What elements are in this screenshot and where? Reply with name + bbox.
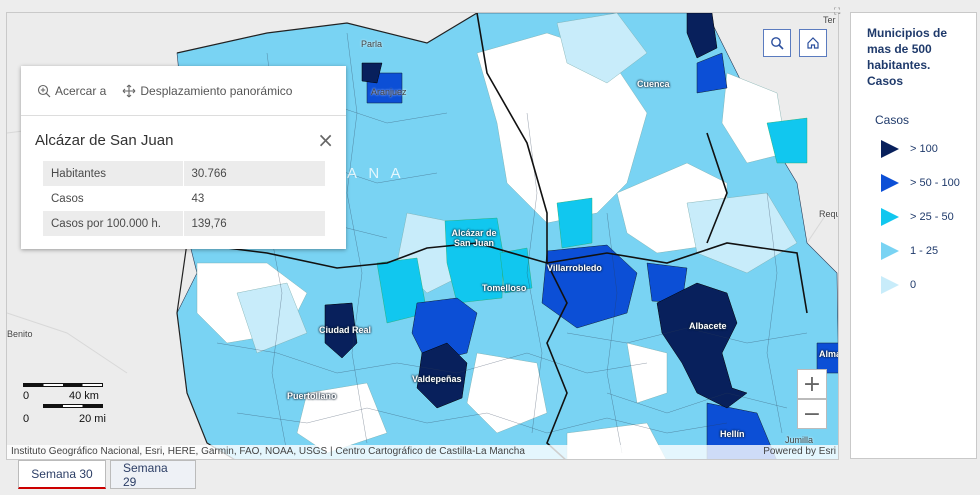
pan-label: Desplazamiento panorámico [140, 83, 293, 98]
place-label-requ: Requ [819, 209, 839, 219]
expand-icon[interactable]: ⛶ [834, 6, 841, 16]
place-label-benito: Benito [7, 329, 33, 339]
place-label-ter: Ter [823, 15, 836, 25]
place-label-hellin: Hellín [720, 429, 745, 439]
place-label-villarrobledo: Villarrobledo [547, 263, 602, 273]
table-row: Casos 43 [43, 186, 325, 211]
zoom-in-icon [37, 84, 51, 97]
legend-item: > 100 [879, 138, 938, 160]
popup-attribute-table: Habitantes 30.766 Casos 43 Casos por 100.0… [43, 161, 325, 236]
legend-item: 0 [879, 274, 916, 296]
scale-bar-km-graphic [23, 383, 103, 387]
week-tabs: Semana 30 Semana 29 [18, 460, 196, 489]
legend-title: Municipios de mas de 500 habitantes. Cas… [867, 26, 948, 88]
attr-key: Casos [43, 186, 184, 211]
legend-subtitle: Casos [875, 113, 910, 127]
map-attribution: Instituto Geográfico Nacional, Esri, HER… [7, 445, 838, 459]
legend-item: > 50 - 100 [879, 172, 960, 194]
scale-km-zero: 0 [23, 390, 30, 402]
attribution-text: Instituto Geográfico Nacional, Esri, HER… [11, 446, 525, 457]
legend-item-label: 0 [910, 279, 917, 291]
tab-semana-30[interactable]: Semana 30 [18, 460, 106, 489]
place-label-tomelloso: Tomelloso [482, 283, 527, 293]
popup-title: Alcázar de San Juan [35, 132, 174, 149]
legend-swatch [881, 276, 899, 294]
place-label-valdepenas: Valdepeñas [412, 374, 462, 384]
home-icon [807, 37, 819, 49]
zoom-to-action[interactable]: Acercar a [37, 84, 106, 98]
place-label-parla: Parla [361, 39, 383, 49]
table-row: Habitantes 30.766 [43, 161, 325, 186]
table-row: Casos por 100.000 h. 139,76 [43, 211, 325, 236]
legend-item-label: > 50 - 100 [910, 177, 960, 189]
watermark-label: A N A [347, 165, 405, 182]
attr-value: 139,76 [183, 211, 325, 236]
legend-item: > 25 - 50 [879, 206, 954, 228]
attr-key: Habitantes [43, 161, 184, 186]
attr-value: 30.766 [183, 161, 325, 186]
popup-actions: Acercar a Desplazamiento panorámico [21, 66, 346, 116]
search-button[interactable] [763, 29, 791, 57]
close-icon[interactable]: × [317, 128, 334, 152]
legend-item-label: > 25 - 50 [910, 211, 954, 223]
feature-popup: Acercar a Desplazamiento panorámico Alcá… [21, 66, 346, 249]
place-label-albacete: Albacete [689, 321, 727, 331]
attr-value: 43 [191, 192, 205, 205]
place-label-jumilla: Jumilla [785, 435, 814, 445]
zoom-in-button[interactable]: + [797, 369, 827, 399]
legend-item-label: > 100 [910, 143, 938, 155]
legend-swatch [881, 208, 899, 226]
legend-swatch [881, 242, 899, 260]
tab-semana-29[interactable]: Semana 29 [110, 460, 196, 489]
pan-action[interactable]: Desplazamiento panorámico [122, 84, 292, 98]
place-label-aranjuez: Aranjuez [371, 87, 407, 97]
home-button[interactable] [799, 29, 827, 57]
place-label-cuenca: Cuenca [637, 79, 670, 89]
place-label-alma: Alma [819, 349, 839, 359]
place-label-alcazar: Alcázar de San Juan [447, 228, 501, 248]
powered-by-esri[interactable]: Powered by Esri [763, 446, 836, 457]
place-label-alcazar-text: Alcázar de San Juan [451, 228, 497, 248]
legend-panel: Municipios de mas de 500 habitantes. Cas… [850, 12, 977, 459]
scale-km-label: 40 km [69, 390, 99, 402]
scale-mi-label: 20 mi [79, 413, 106, 425]
zoom-out-button[interactable]: − [797, 399, 827, 429]
scale-mi-zero: 0 [23, 413, 30, 425]
legend-swatch [881, 140, 899, 158]
attr-key: Casos por 100.000 h. [43, 211, 184, 236]
legend-swatch [881, 174, 899, 192]
search-icon [771, 37, 784, 50]
place-label-ciudad-real: Ciudad Real [319, 325, 372, 335]
zoom-to-label: Acercar a [55, 83, 107, 98]
pan-icon [122, 84, 136, 97]
place-label-puertollano: Puertollano [287, 391, 337, 401]
scale-bar-mi-graphic [43, 404, 103, 408]
legend-item-label: 1 - 25 [910, 245, 939, 257]
legend-item: 1 - 25 [879, 240, 938, 262]
